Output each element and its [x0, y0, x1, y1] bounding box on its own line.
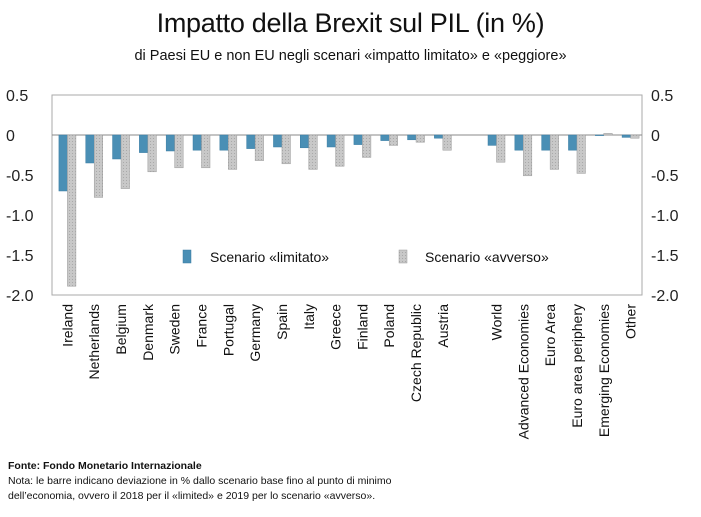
bar-adverse: [281, 134, 291, 165]
bar-adverse: [93, 134, 103, 198]
legend-label-adverse: Scenario «avverso»: [425, 249, 549, 265]
category-label: Ireland: [59, 304, 75, 347]
y-tick-label-left: 0: [6, 128, 15, 145]
bar-limited: [568, 134, 578, 151]
category-label: Emerging Economies: [596, 304, 612, 437]
y-tick-label-left: 0.5: [6, 88, 28, 105]
note-line-1: Nota: le barre indicano deviazione in % …: [8, 475, 392, 487]
bar-adverse: [120, 134, 130, 189]
bar-adverse: [549, 134, 559, 170]
category-label: Austria: [435, 304, 451, 348]
bar-limited: [165, 134, 175, 152]
bar-adverse: [630, 134, 640, 139]
y-tick-label-left: -1.0: [6, 208, 34, 225]
category-label: Greece: [328, 304, 344, 350]
category-label: Euro Area: [542, 304, 558, 366]
bar-adverse: [147, 134, 157, 173]
bar-limited: [192, 134, 202, 151]
bar-limited: [273, 134, 283, 148]
bar-adverse: [254, 134, 264, 161]
y-tick-label-right: 0.5: [651, 88, 673, 105]
bar-limited: [407, 134, 417, 141]
bar-adverse: [335, 134, 345, 167]
chart-title: Impatto della Brexit sul PIL (in %): [156, 8, 545, 38]
bar-limited: [621, 134, 631, 138]
category-label: Portugal: [220, 304, 236, 356]
legend-swatch-limited: [182, 249, 192, 264]
bar-adverse: [442, 134, 452, 151]
category-label: Advanced Economies: [515, 304, 531, 439]
bar-adverse: [523, 134, 533, 177]
category-label: Sweden: [167, 304, 183, 355]
bar-limited: [380, 134, 390, 141]
category-label: Netherlands: [86, 304, 102, 380]
y-tick-label-left: -0.5: [6, 168, 34, 185]
bar-adverse: [576, 134, 586, 174]
category-label: Czech Republic: [408, 304, 424, 402]
category-label: Poland: [381, 304, 397, 348]
y-tick-label-right: -1.0: [651, 208, 679, 225]
category-label: Denmark: [140, 303, 156, 361]
category-label: Finland: [354, 304, 370, 350]
bar-limited: [514, 134, 524, 151]
bar-limited: [219, 134, 229, 151]
category-label: Spain: [274, 304, 290, 340]
category-label: Italy: [301, 304, 317, 330]
bar-adverse: [174, 134, 184, 169]
note-line-2: dell’economia, ovvero il 2018 per il «li…: [8, 490, 376, 502]
bar-limited: [353, 134, 363, 145]
bar-limited: [541, 134, 551, 151]
bar-limited: [58, 134, 68, 192]
bar-limited: [112, 134, 122, 160]
bar-limited: [434, 134, 444, 139]
bar-adverse: [201, 134, 211, 169]
y-tick-label-right: -1.5: [651, 248, 679, 265]
bar-limited: [595, 134, 605, 136]
bar-adverse: [496, 134, 506, 163]
footer: Fonte: Fondo Monetario Internazionale No…: [8, 459, 391, 504]
bar-adverse: [415, 134, 425, 143]
bar-limited: [300, 134, 310, 149]
y-tick-label-right: -0.5: [651, 168, 679, 185]
source-note: Fonte: Fondo Monetario Internazionale: [8, 460, 202, 472]
bar-limited: [246, 134, 256, 149]
legend-label-limited: Scenario «limitato»: [210, 249, 329, 265]
chart-subtitle: di Paesi EU e non EU negli scenari «impa…: [134, 48, 567, 64]
chart-canvas: 0.5 0.5 0 0 -0.5 -0.5 -1.0 -1.0 -1.5 -1.5 -2.0 -2.0…: [6, 88, 679, 439]
category-label: France: [194, 304, 210, 348]
category-label: Euro area periphery: [569, 304, 585, 428]
bar-adverse: [308, 134, 318, 170]
y-tick-label-right: -2.0: [651, 288, 679, 305]
bar-limited: [487, 134, 497, 146]
category-label: Belgium: [113, 304, 129, 355]
bar-adverse: [388, 134, 398, 146]
category-label: Other: [623, 304, 639, 339]
y-tick-label-left: -1.5: [6, 248, 34, 265]
category-label: World: [489, 304, 505, 340]
bar-adverse: [362, 134, 372, 158]
bar-limited: [326, 134, 336, 148]
category-label: Germany: [247, 304, 263, 362]
plot-frame: [51, 94, 643, 296]
y-tick-label-left: -2.0: [6, 288, 34, 305]
bar-adverse: [603, 133, 613, 136]
bar-limited: [85, 134, 95, 164]
y-tick-label-right: 0: [651, 128, 660, 145]
bar-adverse: [67, 134, 77, 287]
bar-adverse: [228, 134, 238, 170]
legend-swatch-adverse: [398, 249, 408, 264]
bar-limited: [139, 134, 149, 153]
